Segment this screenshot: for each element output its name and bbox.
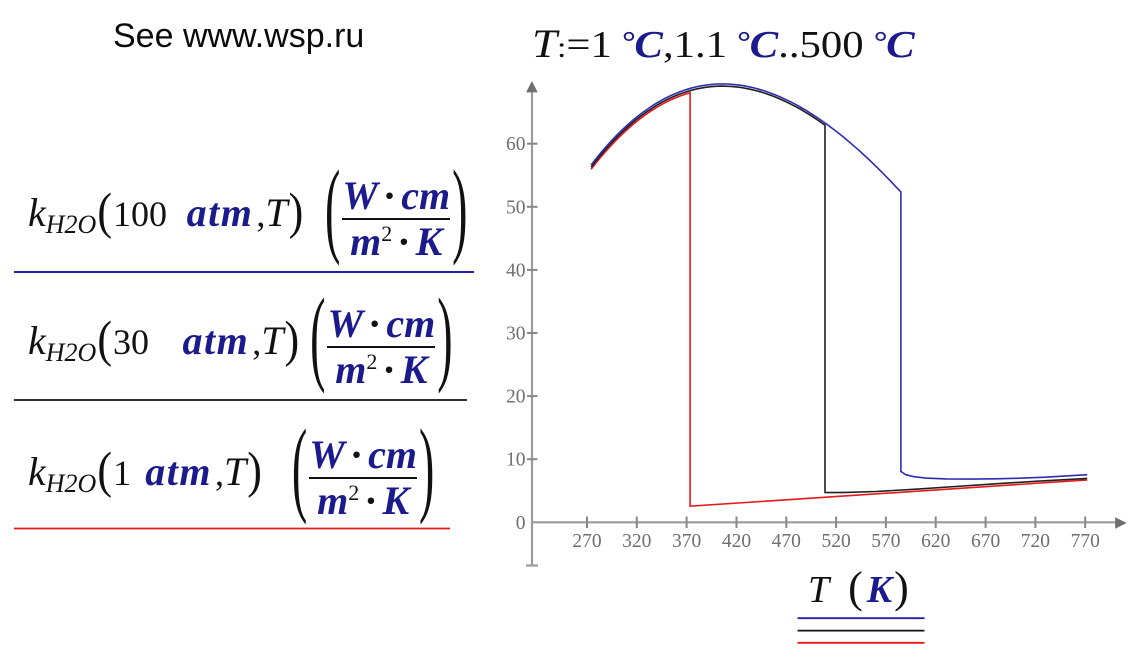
svg-text:60: 60 bbox=[506, 134, 526, 155]
svg-text:620: 620 bbox=[921, 531, 950, 552]
svg-text:770: 770 bbox=[1071, 531, 1100, 552]
svg-text:20: 20 bbox=[506, 387, 526, 408]
svg-text:720: 720 bbox=[1021, 531, 1050, 552]
svg-text:670: 670 bbox=[971, 531, 1000, 552]
svg-text:50: 50 bbox=[506, 197, 526, 218]
svg-text:30: 30 bbox=[506, 324, 526, 345]
svg-text:520: 520 bbox=[821, 531, 850, 552]
svg-text:270: 270 bbox=[572, 531, 601, 552]
svg-text:10: 10 bbox=[506, 450, 526, 471]
svg-text:40: 40 bbox=[506, 260, 526, 281]
svg-text:370: 370 bbox=[672, 531, 701, 552]
svg-text:320: 320 bbox=[622, 531, 651, 552]
svg-text:420: 420 bbox=[722, 531, 751, 552]
svg-text:470: 470 bbox=[772, 531, 801, 552]
svg-text:570: 570 bbox=[871, 531, 900, 552]
svg-text:0: 0 bbox=[516, 513, 526, 534]
